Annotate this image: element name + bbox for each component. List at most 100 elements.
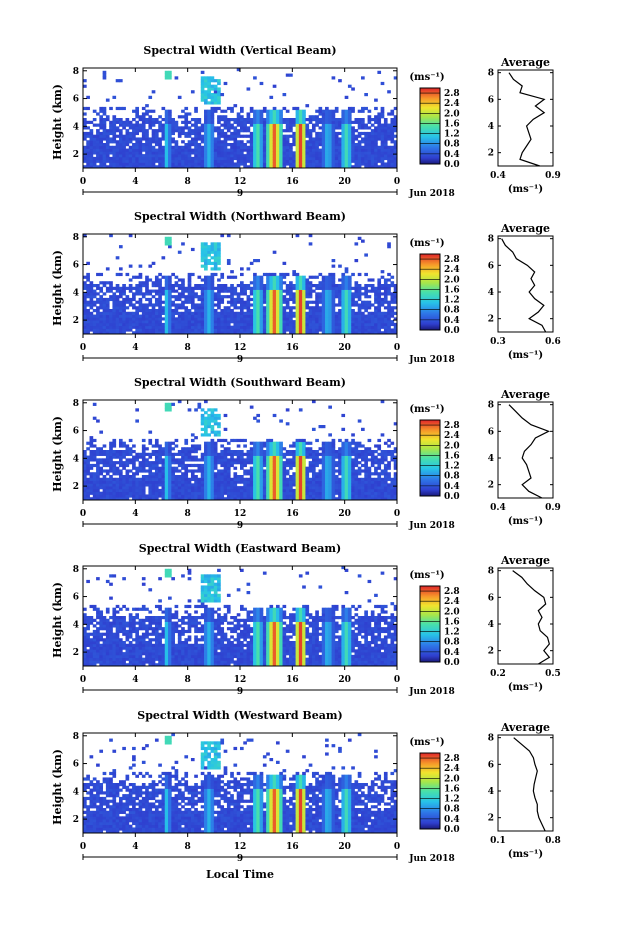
heatmap-cell — [305, 126, 310, 130]
heatmap-cell — [246, 115, 251, 119]
heatmap-cell — [256, 486, 261, 490]
heatmap-cell — [118, 106, 123, 111]
heatmap-cell — [374, 295, 378, 299]
heatmap-cell — [308, 325, 313, 329]
heatmap-cell — [361, 131, 365, 136]
heatmap-cell — [109, 458, 113, 462]
heatmap-cell — [334, 314, 339, 318]
heatmap-cell — [112, 126, 117, 130]
heatmap-cell — [145, 306, 149, 310]
heatmap-cell — [83, 306, 87, 310]
heatmap-cell — [187, 331, 192, 335]
heatmap-cell — [115, 325, 120, 329]
heatmap-cell — [249, 497, 254, 501]
heatmap-cell — [89, 458, 94, 462]
heatmap-cell — [347, 140, 352, 144]
heatmap-cell — [259, 311, 264, 315]
heatmap-cell — [256, 463, 261, 468]
heatmap-cell — [210, 245, 215, 249]
heatmap-cell — [325, 148, 329, 152]
heatmap-cell — [285, 422, 290, 426]
heatmap-cell — [174, 148, 179, 152]
heatmap-cell — [141, 497, 146, 501]
heatmap-cell — [217, 284, 221, 288]
heatmap-cell — [86, 145, 90, 149]
heatmap-cell — [311, 151, 316, 155]
heatmap-cell — [266, 159, 270, 163]
heatmap-cell — [210, 311, 215, 315]
heatmap-cell — [204, 328, 208, 332]
heatmap-cell — [96, 134, 100, 138]
heatmap-cell — [213, 297, 218, 302]
heatmap-cell — [83, 331, 87, 335]
heatmap-cell — [102, 303, 107, 307]
heatmap-cell — [158, 123, 162, 127]
heatmap-cell — [249, 477, 254, 481]
heatmap-cell — [194, 162, 198, 166]
heatmap-cell — [383, 314, 388, 318]
heatmap-cell — [298, 297, 303, 302]
heatmap-cell — [187, 284, 192, 288]
heatmap-cell — [138, 165, 143, 169]
heatmap-cell — [377, 322, 382, 327]
heatmap-cell — [262, 463, 267, 468]
heatmap-cell — [122, 143, 126, 147]
heatmap-cell — [380, 148, 385, 152]
heatmap-cell — [138, 480, 143, 484]
heatmap-cell — [171, 154, 175, 158]
heatmap-cell — [194, 477, 198, 481]
heatmap-cell — [393, 300, 398, 304]
heatmap-cell — [226, 450, 231, 454]
heatmap-cell — [253, 300, 257, 304]
heatmap-cell — [240, 140, 244, 144]
heatmap-cell — [249, 159, 254, 163]
heatmap-cell — [321, 112, 326, 116]
heatmap-cell — [174, 486, 179, 490]
heatmap-cell — [213, 159, 218, 163]
heatmap-cell — [210, 452, 215, 456]
heatmap-cell — [338, 120, 342, 124]
heatmap-cell — [145, 140, 149, 144]
heatmap-cell — [135, 112, 139, 116]
heatmap-cell — [118, 137, 123, 141]
heatmap-cell — [275, 469, 280, 473]
heatmap-cell — [158, 137, 162, 141]
heatmap-cell — [249, 494, 254, 498]
heatmap-cell — [269, 461, 274, 465]
heatmap-cell — [246, 129, 251, 133]
heatmap-cell — [393, 143, 398, 147]
heatmap-cell — [213, 87, 218, 91]
heatmap-cell — [220, 320, 225, 324]
heatmap-cell — [154, 137, 159, 141]
heatmap-cell — [197, 156, 202, 161]
heatmap-cell — [118, 154, 123, 158]
heatmap-cell — [367, 145, 372, 149]
heatmap-cell — [148, 497, 153, 501]
heatmap-cell — [266, 458, 270, 462]
heatmap-cell — [83, 275, 87, 279]
heatmap-cell — [285, 143, 290, 147]
heatmap-cell — [89, 154, 94, 158]
heatmap-cell — [177, 480, 182, 484]
heatmap-cell — [184, 306, 189, 310]
heatmap-cell — [315, 331, 319, 335]
heatmap-cell — [226, 480, 231, 484]
heatmap-cell — [393, 328, 398, 332]
colorbar-tick-label: 2.4 — [444, 99, 460, 109]
heatmap-cell — [233, 461, 238, 465]
heatmap-cell — [122, 120, 126, 124]
heatmap-cell — [128, 461, 133, 465]
heatmap-cell — [331, 281, 336, 285]
heatmap-cell — [96, 151, 100, 155]
heatmap-cell — [118, 162, 123, 166]
heatmap-cell — [298, 143, 303, 147]
heatmap-cell — [328, 275, 332, 279]
heatmap-cell — [210, 134, 215, 138]
heatmap-cell — [370, 143, 375, 147]
heatmap-cell — [168, 70, 172, 74]
heatmap-cell — [99, 458, 104, 462]
heatmap-cell — [164, 475, 169, 479]
heatmap-cell — [305, 151, 310, 155]
heatmap-cell — [217, 120, 221, 124]
heatmap-cell — [351, 129, 355, 133]
